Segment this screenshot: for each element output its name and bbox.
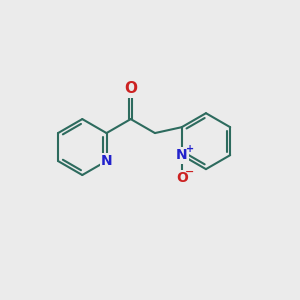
Text: −: −	[185, 167, 195, 177]
Text: O: O	[176, 171, 188, 185]
Text: O: O	[124, 81, 137, 96]
Text: N: N	[101, 154, 112, 168]
Text: +: +	[187, 144, 195, 154]
Text: N: N	[176, 148, 188, 162]
